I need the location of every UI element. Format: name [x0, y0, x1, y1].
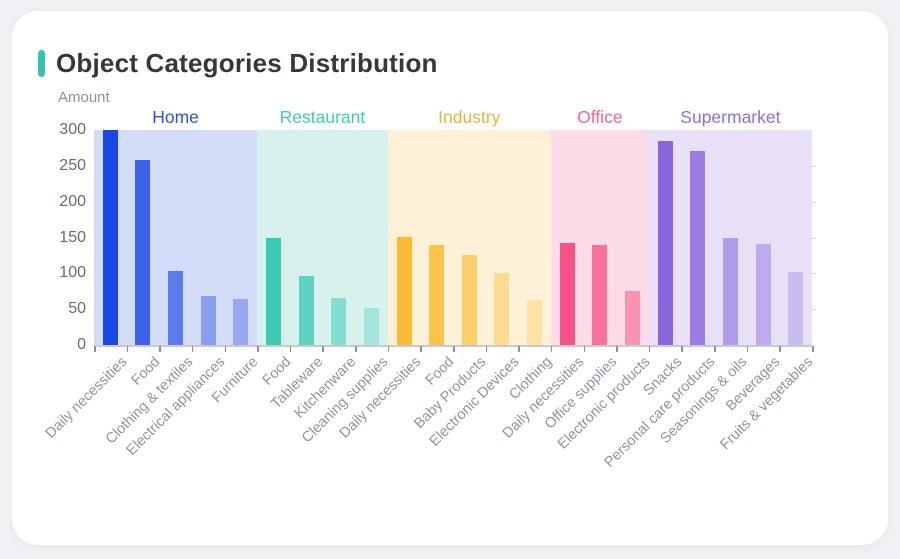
y-axis-tick-label: 200	[59, 192, 86, 210]
x-axis-tick	[159, 346, 161, 352]
x-axis-tick	[746, 346, 749, 352]
y-axis-tick-label: 100	[59, 264, 86, 282]
x-axis-tick	[648, 346, 651, 352]
y-axis-tick-label: 150	[59, 228, 86, 246]
x-axis-tick	[714, 346, 716, 352]
x-axis-tick	[453, 346, 455, 352]
bar-home-2[interactable]	[168, 271, 184, 345]
group-label-supermarket: Supermarket	[680, 107, 781, 127]
x-axis-tick	[583, 346, 586, 352]
bar-industry-0[interactable]	[396, 236, 412, 345]
bar-industry-4[interactable]	[527, 299, 543, 345]
x-axis-tick	[681, 346, 683, 352]
group-label-industry: Industry	[438, 107, 501, 127]
x-axis-tick	[322, 346, 324, 352]
x-axis-tick	[518, 346, 520, 352]
bar-office-0[interactable]	[559, 242, 575, 345]
x-axis-tick	[387, 346, 390, 352]
bar-office-2[interactable]	[625, 291, 640, 345]
bar-supermarket-4[interactable]	[788, 271, 804, 345]
x-axis-tick	[355, 346, 357, 352]
bar-home-0[interactable]	[102, 130, 118, 345]
x-axis-tick	[420, 346, 422, 352]
bar-home-3[interactable]	[200, 295, 216, 345]
bar-restaurant-3[interactable]	[363, 307, 379, 345]
y-axis-tick-label: 250	[59, 156, 86, 174]
right-axis-tick	[812, 309, 816, 311]
bar-restaurant-0[interactable]	[266, 238, 281, 345]
x-axis-tick	[485, 346, 488, 352]
x-axis-tick	[289, 346, 292, 352]
group-label-restaurant: Restaurant	[279, 107, 366, 127]
right-axis-tick	[812, 273, 816, 275]
right-axis-tick	[812, 165, 816, 167]
x-axis-tick	[126, 346, 129, 352]
bar-home-1[interactable]	[135, 160, 151, 345]
bar-office-1[interactable]	[592, 245, 608, 345]
bar-supermarket-3[interactable]	[755, 243, 771, 345]
x-axis-tick	[191, 346, 194, 352]
title-accent-bar	[38, 49, 45, 77]
y-axis-tick-label: 50	[68, 300, 86, 318]
bar-supermarket-1[interactable]	[690, 150, 706, 345]
chart-header: Object Categories Distribution	[38, 47, 438, 79]
right-axis-tick	[812, 201, 816, 203]
x-axis-tick	[94, 346, 96, 352]
y-axis-tick-label: 300	[59, 121, 86, 138]
x-axis-tick	[616, 346, 618, 352]
y-axis-name: Amount	[58, 89, 110, 106]
x-axis-tick	[812, 346, 814, 352]
x-axis-tick	[550, 346, 553, 352]
bar-chart: Amount 0 50 100 150 200 250 300 Home Daily neces…	[12, 11, 888, 545]
x-axis-tick	[257, 346, 259, 352]
bar-industry-1[interactable]	[429, 245, 445, 345]
bar-home-4[interactable]	[233, 299, 249, 345]
bar-supermarket-2[interactable]	[722, 238, 738, 345]
x-axis-line	[94, 345, 812, 347]
y-axis-tick-label: 0	[77, 336, 86, 353]
bar-industry-2[interactable]	[461, 254, 477, 345]
right-axis-tick	[812, 237, 816, 239]
page-title: Object Categories Distribution	[56, 48, 438, 78]
bar-industry-3[interactable]	[494, 273, 510, 345]
group-label-home: Home	[152, 107, 199, 127]
group-label-office: Office	[577, 107, 623, 127]
x-axis-tick	[224, 346, 227, 352]
x-axis-tick	[779, 346, 781, 352]
bar-restaurant-1[interactable]	[298, 276, 314, 345]
bar-restaurant-2[interactable]	[331, 298, 347, 345]
bar-supermarket-0[interactable]	[657, 140, 673, 345]
